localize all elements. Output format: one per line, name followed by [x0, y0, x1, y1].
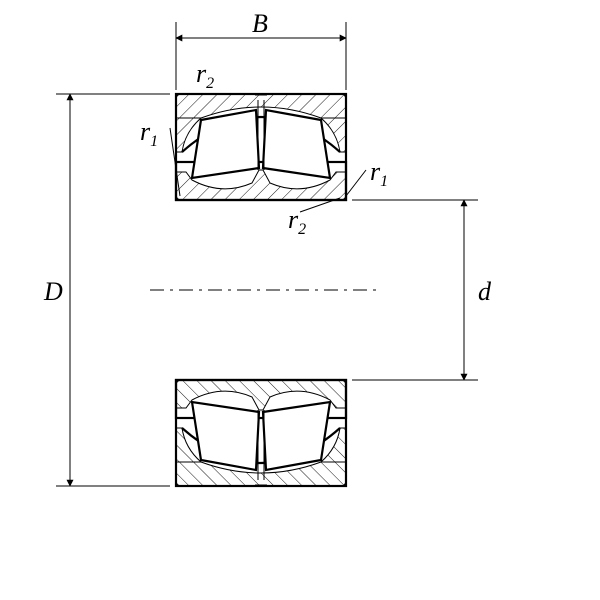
label-r1-left: r1 [140, 117, 158, 150]
label-r2-inner: r2 [288, 205, 306, 238]
label-D: D [43, 277, 63, 306]
label-B: B [252, 9, 268, 38]
top-half [176, 94, 346, 200]
roller-top-left [192, 110, 259, 178]
bearing-diagram: B D d r2 r1 r1 r2 [0, 0, 600, 600]
label-d: d [478, 277, 492, 306]
roller-top-right [263, 110, 330, 178]
label-r1-right: r1 [370, 157, 388, 190]
bottom-half [176, 380, 346, 486]
label-r2-top: r2 [196, 59, 214, 92]
